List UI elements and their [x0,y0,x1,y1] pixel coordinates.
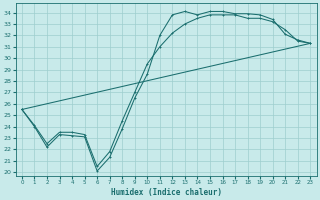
X-axis label: Humidex (Indice chaleur): Humidex (Indice chaleur) [111,188,221,197]
